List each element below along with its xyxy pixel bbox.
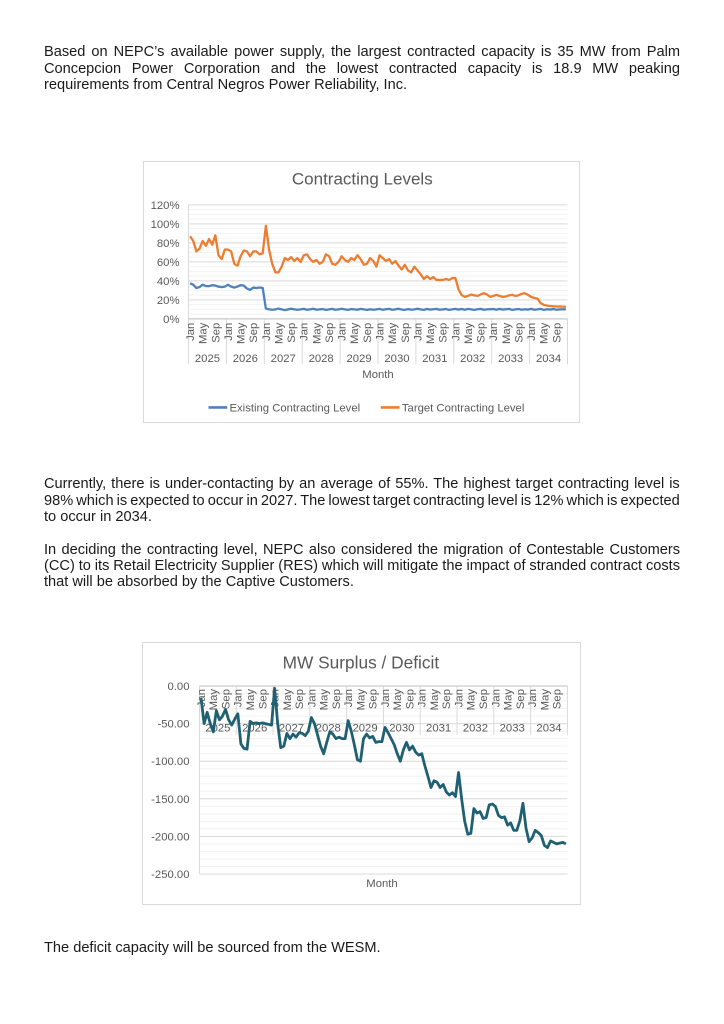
svg-text:Jan: Jan bbox=[450, 323, 462, 341]
svg-text:Jan: Jan bbox=[380, 689, 392, 707]
svg-text:Target Contracting Level: Target Contracting Level bbox=[402, 402, 524, 414]
svg-text:2028: 2028 bbox=[316, 723, 341, 735]
svg-text:May: May bbox=[236, 322, 248, 344]
svg-text:Jan: Jan bbox=[233, 689, 245, 707]
svg-text:May: May bbox=[429, 689, 441, 711]
svg-text:May: May bbox=[466, 689, 478, 711]
svg-text:2030: 2030 bbox=[389, 723, 414, 735]
svg-text:Sep: Sep bbox=[478, 689, 490, 709]
svg-text:Jan: Jan bbox=[185, 323, 197, 341]
svg-text:Jan: Jan bbox=[412, 323, 424, 341]
svg-text:60%: 60% bbox=[157, 257, 180, 269]
svg-text:-100.00: -100.00 bbox=[151, 756, 189, 768]
svg-text:0.00: 0.00 bbox=[168, 681, 190, 693]
svg-text:Month: Month bbox=[366, 878, 397, 890]
svg-text:2031: 2031 bbox=[426, 723, 451, 735]
svg-text:Sep: Sep bbox=[248, 323, 260, 343]
svg-text:May: May bbox=[503, 689, 515, 711]
svg-text:Jan: Jan bbox=[526, 323, 538, 341]
svg-text:Contracting Levels: Contracting Levels bbox=[292, 170, 433, 189]
svg-text:2032: 2032 bbox=[460, 353, 485, 365]
svg-text:80%: 80% bbox=[157, 238, 180, 250]
svg-text:Sep: Sep bbox=[210, 323, 222, 343]
svg-text:Sep: Sep bbox=[404, 689, 416, 709]
svg-text:May: May bbox=[539, 689, 551, 711]
svg-text:2033: 2033 bbox=[498, 353, 523, 365]
svg-text:Sep: Sep bbox=[286, 323, 298, 343]
svg-text:May: May bbox=[392, 689, 404, 711]
svg-text:MW Surplus / Deficit: MW Surplus / Deficit bbox=[283, 652, 440, 672]
svg-text:2033: 2033 bbox=[500, 723, 525, 735]
svg-text:Sep: Sep bbox=[257, 689, 269, 709]
svg-text:May: May bbox=[501, 322, 513, 344]
svg-text:Jan: Jan bbox=[488, 323, 500, 341]
svg-text:Jan: Jan bbox=[453, 689, 465, 707]
svg-text:Sep: Sep bbox=[552, 689, 564, 709]
svg-text:2029: 2029 bbox=[346, 353, 371, 365]
svg-text:2026: 2026 bbox=[233, 353, 258, 365]
svg-text:May: May bbox=[273, 322, 285, 344]
svg-text:2032: 2032 bbox=[463, 723, 488, 735]
svg-text:May: May bbox=[539, 322, 551, 344]
svg-text:2027: 2027 bbox=[271, 353, 296, 365]
svg-text:-200.00: -200.00 bbox=[151, 831, 189, 843]
svg-text:2030: 2030 bbox=[384, 353, 409, 365]
svg-text:Sep: Sep bbox=[438, 323, 450, 343]
svg-text:May: May bbox=[245, 689, 257, 711]
svg-text:Jan: Jan bbox=[343, 689, 355, 707]
svg-text:Jan: Jan bbox=[417, 689, 429, 707]
svg-text:2029: 2029 bbox=[352, 723, 377, 735]
svg-text:Month: Month bbox=[362, 369, 393, 381]
svg-text:20%: 20% bbox=[157, 295, 180, 307]
svg-text:Sep: Sep bbox=[515, 689, 527, 709]
svg-text:May: May bbox=[349, 322, 361, 344]
svg-text:Jan: Jan bbox=[261, 323, 273, 341]
svg-text:Sep: Sep bbox=[513, 323, 525, 343]
svg-text:Jan: Jan bbox=[299, 323, 311, 341]
svg-text:-50.00: -50.00 bbox=[157, 719, 189, 731]
svg-text:0%: 0% bbox=[163, 314, 179, 326]
svg-text:Sep: Sep bbox=[400, 323, 412, 343]
svg-text:2034: 2034 bbox=[536, 353, 561, 365]
svg-text:Sep: Sep bbox=[368, 689, 380, 709]
svg-text:40%: 40% bbox=[157, 276, 180, 288]
svg-text:2025: 2025 bbox=[195, 353, 220, 365]
svg-text:Sep: Sep bbox=[476, 323, 488, 343]
svg-text:Sep: Sep bbox=[324, 323, 336, 343]
svg-text:2028: 2028 bbox=[309, 353, 334, 365]
svg-text:May: May bbox=[198, 322, 210, 344]
svg-text:Sep: Sep bbox=[362, 323, 374, 343]
svg-text:-150.00: -150.00 bbox=[151, 794, 189, 806]
svg-text:Jan: Jan bbox=[337, 323, 349, 341]
svg-text:Sep: Sep bbox=[441, 689, 453, 709]
svg-text:2027: 2027 bbox=[279, 723, 304, 735]
svg-text:May: May bbox=[355, 689, 367, 711]
svg-text:May: May bbox=[463, 322, 475, 344]
svg-text:120%: 120% bbox=[151, 200, 180, 212]
svg-text:Sep: Sep bbox=[220, 689, 232, 709]
svg-text:May: May bbox=[208, 689, 220, 711]
svg-text:100%: 100% bbox=[151, 219, 180, 231]
svg-text:Jan: Jan bbox=[490, 689, 502, 707]
svg-text:May: May bbox=[282, 689, 294, 711]
svg-text:Existing Contracting Level: Existing Contracting Level bbox=[230, 402, 361, 414]
svg-text:Jan: Jan bbox=[223, 323, 235, 341]
svg-text:Sep: Sep bbox=[331, 689, 343, 709]
svg-text:Jan: Jan bbox=[527, 689, 539, 707]
svg-text:-250.00: -250.00 bbox=[151, 869, 189, 881]
svg-text:2034: 2034 bbox=[536, 723, 561, 735]
svg-text:May: May bbox=[387, 322, 399, 344]
svg-text:May: May bbox=[311, 322, 323, 344]
svg-text:Jan: Jan bbox=[306, 689, 318, 707]
svg-text:Sep: Sep bbox=[551, 323, 563, 343]
svg-text:May: May bbox=[425, 322, 437, 344]
svg-text:Sep: Sep bbox=[294, 689, 306, 709]
svg-text:May: May bbox=[319, 689, 331, 711]
svg-text:2031: 2031 bbox=[422, 353, 447, 365]
svg-text:Jan: Jan bbox=[374, 323, 386, 341]
